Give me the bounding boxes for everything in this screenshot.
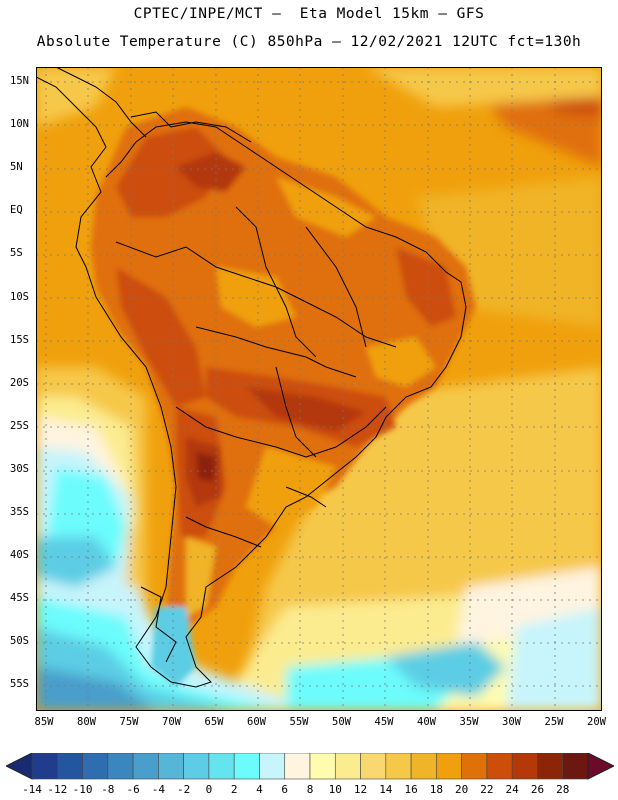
colorbar-swatch [562,753,589,780]
colorbar-label: 24 [505,783,519,796]
lon-label: 70W [162,716,181,728]
colorbar-swatch [208,753,235,780]
colorbar-swatch [284,753,311,780]
lon-label: 80W [77,716,96,728]
colorbar-label: 28 [556,783,570,796]
chart-title: CPTEC/INPE/MCT – Eta Model 15km – GFS [133,6,485,22]
colorbar-swatch [259,753,286,780]
lat-label: 10S [10,290,29,303]
colorbar-high-arrow [587,753,614,780]
colorbar-label: 20 [455,783,469,796]
colorbar-swatch [410,753,437,780]
lat-label: 25S [10,419,29,432]
colorbar-label: -2 [177,783,191,796]
colorbar-swatch [158,753,184,780]
colorbar-label: -8 [101,783,115,796]
colorbar-swatch [385,753,412,780]
colorbar-label: 16 [404,783,418,796]
colorbar-swatch [334,753,361,780]
lon-label: 20W [587,716,606,728]
colorbar-swatch [360,753,387,780]
lon-label: 75W [119,716,139,728]
colorbar-label: -6 [126,783,140,796]
colorbar-label: 10 [328,783,342,796]
colorbar-swatch [31,753,58,780]
lat-label: 5N [10,161,23,174]
colorbar-label: -4 [151,783,165,796]
lon-label: 25W [544,716,564,728]
colorbar-label: 2 [230,783,238,796]
colorbar-swatch [233,753,260,780]
colorbar-swatch [82,753,109,780]
lat-label: 45S [10,592,29,605]
colorbar-label: -10 [72,783,93,796]
lat-label: 35S [10,506,29,518]
lat-label: 10N [10,118,29,131]
coastlines [36,67,467,688]
lat-label: 15S [10,333,29,346]
lon-label: 30W [502,716,521,728]
lon-label: 60W [247,716,266,728]
colorbar-swatch [132,753,159,780]
lon-label: 85W [34,716,54,728]
lat-label: EQ [10,204,23,217]
lon-label: 45W [374,716,394,728]
colorbar-swatch [107,753,134,780]
lat-label: 55S [10,678,29,691]
colorbar-label: 8 [306,783,314,796]
colorbar-swatch [486,753,513,780]
lon-label: 35W [459,716,479,728]
lat-label: 20S [10,376,29,389]
colorbar-swatch [511,753,538,780]
chart-subtitle: Absolute Temperature (C) 850hPa – 12/02/… [36,34,582,50]
colorbar-swatch [461,753,488,780]
lat-label: 15N [10,75,29,87]
lon-label: 40W [417,716,436,728]
lat-label: 5S [10,247,23,260]
colorbar-label: 22 [480,783,494,796]
colorbar-label: 14 [379,783,393,796]
lon-label: 55W [289,716,309,728]
colorbar-label: 6 [281,783,289,796]
colorbar [6,753,614,780]
colorbar-label: 12 [353,783,368,796]
colorbar-label: 0 [205,783,213,796]
graticule [36,67,602,711]
colorbar-label: 4 [256,783,263,796]
colorbar-low-arrow [6,753,33,780]
colorbar-swatch [56,753,83,780]
lat-label: 40S [10,549,29,562]
colorbar-label: 26 [530,783,545,796]
colorbar-label: 18 [429,783,443,796]
temperature-map [36,67,602,711]
colorbar-swatch [183,753,210,780]
colorbar-label: -14 [22,783,42,796]
map-frame [36,67,602,711]
lon-label: 65W [204,716,224,728]
lat-label: 30S [10,462,29,475]
colorbar-label: -12 [47,783,68,796]
lat-label: 50S [10,635,29,648]
lon-label: 50W [332,716,351,728]
colorbar-swatch [309,753,336,780]
colorbar-swatch [436,753,462,780]
colorbar-swatch [537,753,564,780]
